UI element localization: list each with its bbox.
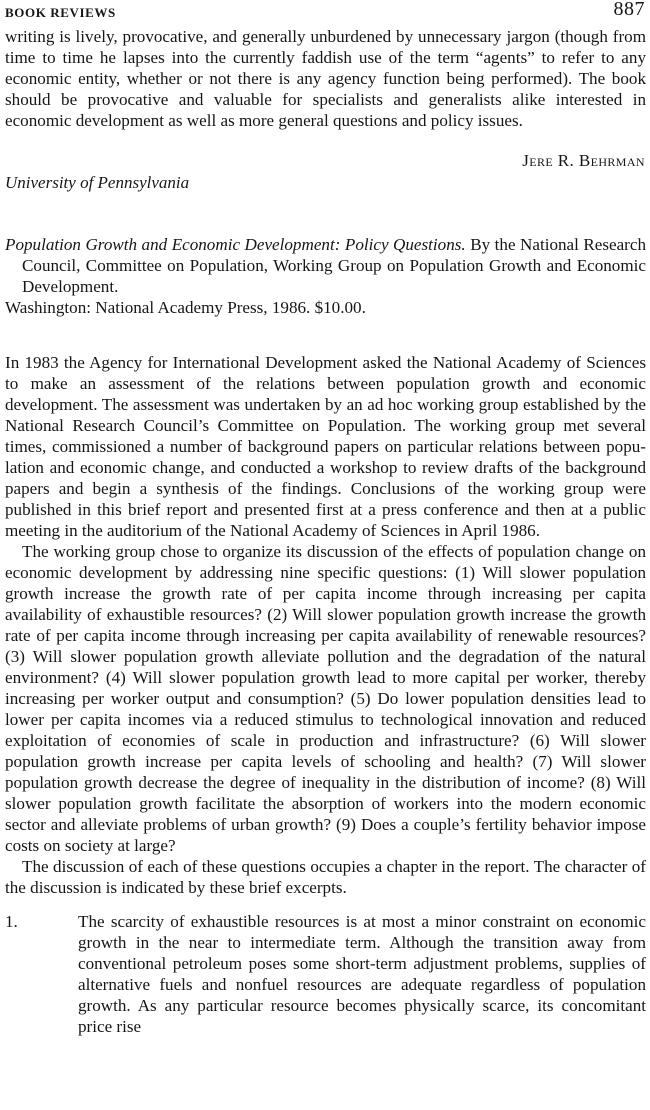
previous-review-closing-paragraph: writing is lively, provocative, and gene… <box>5 27 646 130</box>
publisher-line: Washington: National Academy Press, 1986… <box>5 298 366 317</box>
reviewer-name-text: Jere R. Behrman <box>522 151 645 170</box>
book-citation: Population Growth and Economic Developme… <box>5 234 646 318</box>
review-paragraph-2: The working group chose to organize its … <box>5 542 646 855</box>
review-paragraph-1: In 1983 the Agency for International Dev… <box>5 353 646 540</box>
document-page: BOOK REVIEWS 887 writing is lively, prov… <box>5 0 646 1037</box>
running-head: BOOK REVIEWS <box>5 5 116 20</box>
reviewer-affiliation: University of Pennsylvania <box>5 173 190 192</box>
page-header: BOOK REVIEWS 887 <box>5 0 646 26</box>
excerpt-list-item: 1. The scarcity of exhaustible resources… <box>5 911 646 1037</box>
review-paragraph-3: The discussion of each of these question… <box>5 857 646 897</box>
citation-main: Population Growth and Economic Developme… <box>5 234 646 297</box>
excerpt-number: 1. <box>5 912 18 931</box>
excerpt-text: The scarcity of exhaustible resources is… <box>78 912 646 1036</box>
reviewer-name: Jere R. Behrman <box>5 150 646 171</box>
book-authors: By the National Research Council, Commit… <box>22 235 647 296</box>
review-body: In 1983 the Agency for International Dev… <box>5 352 646 1037</box>
page-number: 887 <box>613 0 645 20</box>
book-title: Population Growth and Economic Developme… <box>5 235 466 254</box>
